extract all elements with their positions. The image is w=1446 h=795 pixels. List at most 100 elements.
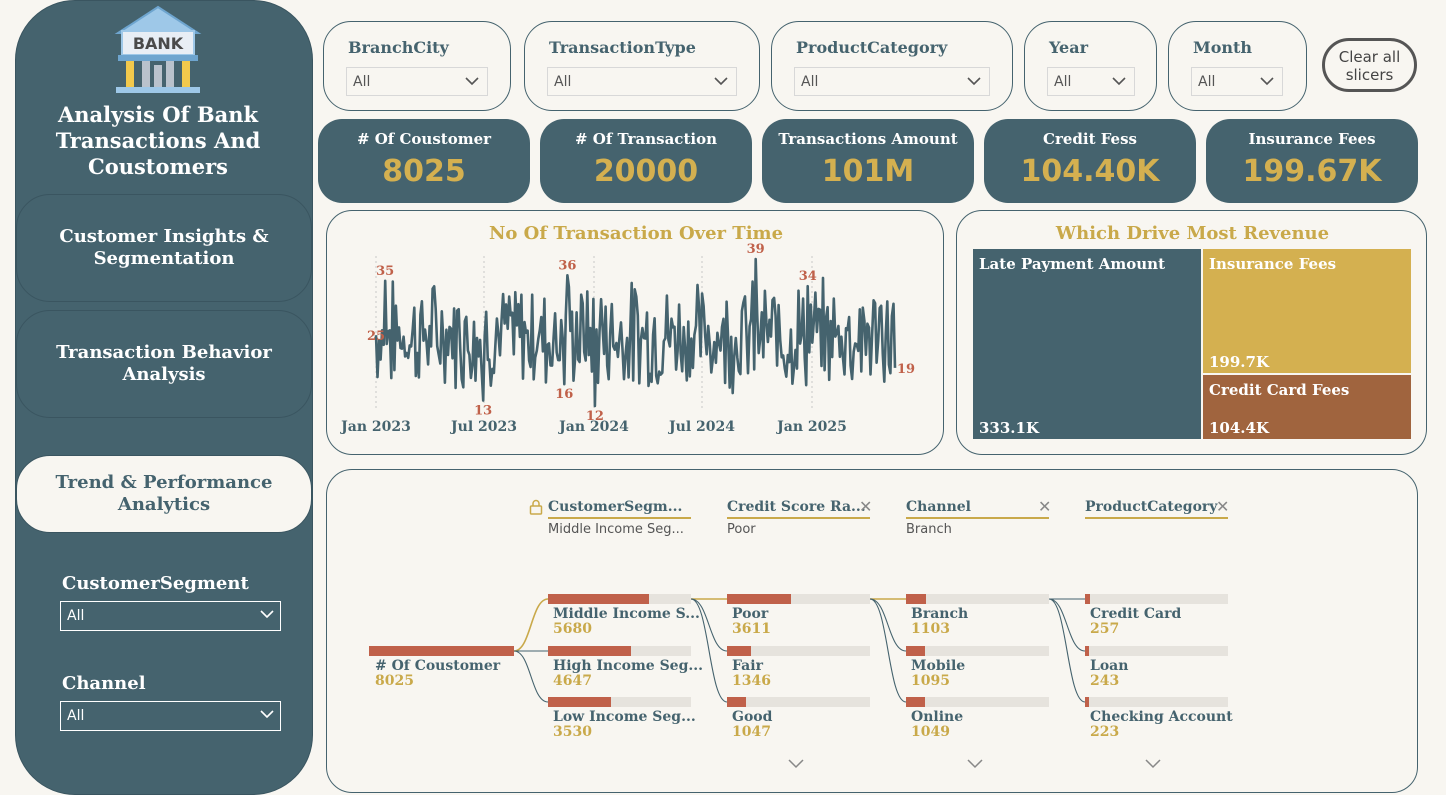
decomp-node-label: Mobile: [911, 658, 966, 674]
decomp-header-product-category[interactable]: ProductCategory: [1085, 499, 1218, 515]
decomp-node-value: 4647: [553, 673, 592, 689]
decomp-node-value: 3530: [553, 724, 592, 740]
chevron-down-icon: [1112, 77, 1126, 86]
decomp-node-label: Poor: [732, 606, 769, 622]
slicer-branchcity: BranchCity All: [323, 21, 511, 111]
line-chart[interactable]: 35 25 13 36 16 12 39 34 19 Jan 2023 Jul 2023 Jan 20…: [327, 211, 945, 456]
root-bar[interactable]: [369, 646, 514, 656]
header-underline: [1085, 517, 1228, 519]
customer-segment-select[interactable]: All: [60, 601, 281, 631]
nav-transaction-behavior[interactable]: Transaction Behavior Analysis: [16, 310, 312, 418]
dropdown-value: All: [801, 74, 819, 90]
kpi-value: 8025: [382, 154, 466, 189]
connector-line: [513, 598, 549, 652]
decomp-bar[interactable]: [727, 697, 870, 707]
transactions-over-time-panel: No Of Transaction Over Time 35 25 13 36 16 12…: [326, 210, 944, 455]
decomp-header-channel[interactable]: Channel: [906, 499, 971, 515]
nav-customer-insights[interactable]: Customer Insights & Segmentation: [16, 194, 312, 302]
decomp-connectors: [513, 598, 1086, 703]
header-selection: Branch: [906, 522, 952, 537]
decomp-node-value: 1346: [732, 673, 771, 689]
chevron-down-icon[interactable]: [1144, 758, 1162, 770]
branchcity-dropdown[interactable]: All: [346, 67, 488, 96]
slicer-label: TransactionType: [549, 38, 696, 57]
chevron-down-icon: [465, 77, 479, 86]
decomp-node-label: High Income Seg...: [553, 658, 704, 674]
decomp-bar-fill: [1085, 646, 1090, 656]
kpi-customers: # Of Coustomer 8025: [318, 119, 530, 203]
chevron-down-icon[interactable]: [966, 758, 984, 770]
root-bar-fill: [369, 646, 514, 656]
decomp-bar-fill: [548, 646, 631, 656]
kpi-value: 199.67K: [1242, 154, 1382, 189]
chevron-down-icon: [1260, 77, 1274, 86]
chevron-down-icon: [967, 77, 981, 86]
treemap-label: Insurance Fees: [1209, 255, 1337, 273]
decomp-bar[interactable]: [548, 697, 691, 707]
dropdown-value: All: [1054, 74, 1072, 90]
treemap-value: 333.1K: [979, 419, 1040, 437]
connector-line: [1048, 598, 1086, 703]
decomp-bar[interactable]: [1085, 697, 1228, 707]
customer-segment-label: CustomerSegment: [62, 573, 249, 594]
treemap-insurance-fees[interactable]: Insurance Fees 199.7K: [1203, 249, 1411, 373]
decomp-bar[interactable]: [727, 646, 870, 656]
decomp-bar-fill: [1085, 697, 1089, 707]
connector-line: [869, 598, 907, 703]
connector-line: [513, 650, 549, 703]
decomp-bar[interactable]: [906, 646, 1049, 656]
transactiontype-dropdown[interactable]: All: [547, 67, 737, 96]
month-dropdown[interactable]: All: [1191, 67, 1283, 96]
header-underline: [727, 517, 870, 519]
header-underline: [548, 517, 691, 519]
decomp-bar[interactable]: [727, 594, 870, 604]
kpi-insurance-fees: Insurance Fees 199.67K: [1206, 119, 1418, 203]
productcategory-dropdown[interactable]: All: [794, 67, 990, 96]
remove-level-close-icon[interactable]: ✕: [859, 497, 873, 516]
chevron-down-icon[interactable]: [787, 758, 805, 770]
select-value: All: [67, 608, 85, 624]
remove-level-close-icon[interactable]: ✕: [1216, 497, 1230, 516]
decomp-bar-fill: [727, 646, 752, 656]
decomp-bar[interactable]: [1085, 646, 1228, 656]
connector-line: [690, 598, 728, 703]
channel-select[interactable]: All: [60, 701, 281, 731]
decomp-bar[interactable]: [548, 594, 691, 604]
decomp-node-value: 1047: [732, 724, 771, 740]
decomp-bar[interactable]: [906, 594, 1049, 604]
decomp-node-value: 5680: [553, 621, 592, 637]
nav-trend-performance[interactable]: Trend & Performance Analytics: [16, 455, 312, 533]
channel-label: Channel: [62, 673, 146, 694]
year-dropdown[interactable]: All: [1047, 67, 1135, 96]
nav-label: Trend & Performance Analytics: [55, 472, 273, 515]
slicer-label: Year: [1049, 38, 1089, 57]
nav-label: Transaction Behavior Analysis: [56, 342, 272, 385]
decomp-node-label: Loan: [1090, 658, 1129, 674]
kpi-title: # Of Coustomer: [356, 130, 492, 148]
treemap-late-payment[interactable]: Late Payment Amount 333.1K: [973, 249, 1201, 439]
slicer-month: Month All: [1168, 21, 1307, 111]
data-label: 13: [474, 404, 492, 419]
kpi-title: Credit Fess: [1043, 130, 1137, 148]
remove-level-close-icon[interactable]: ✕: [1038, 497, 1052, 516]
clear-all-slicers-button[interactable]: Clear all slicers: [1322, 38, 1417, 92]
data-label: 35: [376, 264, 394, 279]
bank-logo-icon: BANK: [114, 5, 202, 93]
header-selection: Poor: [727, 522, 756, 537]
treemap-credit-card-fees[interactable]: Credit Card Fees 104.4K: [1203, 375, 1411, 439]
decomp-header-credit-score[interactable]: Credit Score Ra...: [727, 499, 866, 515]
treemap-title: Which Drive Most Revenue: [1055, 223, 1330, 244]
decomp-bar-fill: [906, 594, 926, 604]
decomp-bar[interactable]: [1085, 594, 1228, 604]
decomp-bar[interactable]: [548, 646, 691, 656]
nav-label: Customer Insights & Segmentation: [59, 226, 269, 269]
kpi-title: Insurance Fees: [1248, 130, 1376, 148]
decomp-bar[interactable]: [906, 697, 1049, 707]
chevron-down-icon: [260, 710, 274, 719]
decomp-header-segment[interactable]: CustomerSegm...: [548, 499, 683, 515]
kpi-credit-fees: Credit Fess 104.40K: [984, 119, 1196, 203]
x-tick-label: Jan 2024: [557, 419, 629, 435]
kpi-title: Transactions Amount: [778, 130, 958, 148]
connector-line: [690, 598, 728, 652]
chevron-down-icon: [260, 610, 274, 619]
